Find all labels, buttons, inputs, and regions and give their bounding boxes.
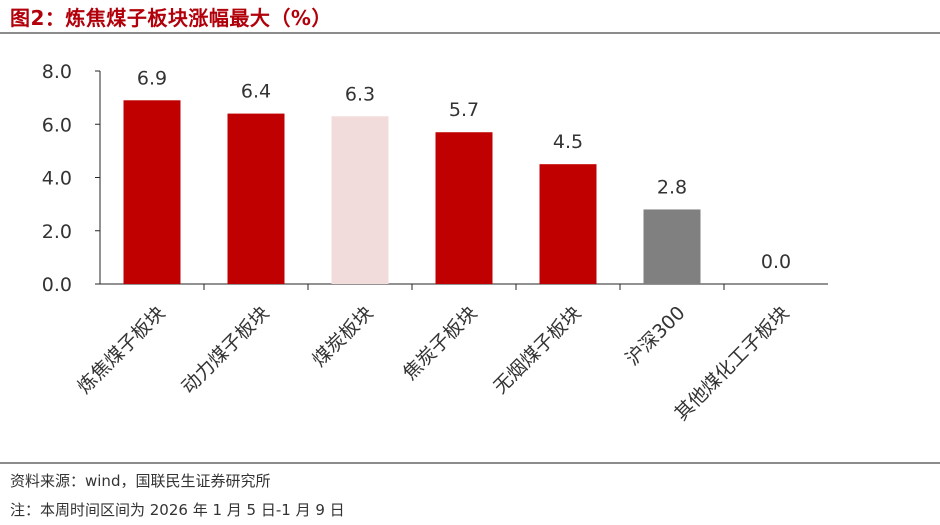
- bar-6: [643, 209, 701, 284]
- data-label: 5.7: [449, 99, 479, 121]
- data-label: 4.5: [553, 131, 583, 153]
- bar-4: [435, 132, 493, 284]
- data-label: 6.9: [137, 67, 167, 89]
- period-note: 注：本周时间区间为 2026 年 1 月 5 日-1 月 9 日: [10, 501, 345, 519]
- x-category-label: 无烟煤子板块: [489, 302, 585, 398]
- bar-chart: 0.0 2.0 4.0 6.0 8.0 6.9 炼焦煤子板块 6.4 动力煤子板块 6.3 煤炭板块…: [42, 61, 828, 425]
- x-category-label: 其他煤化工子板块: [670, 302, 793, 425]
- bottom-divider: [0, 462, 940, 464]
- bar-3: [331, 116, 389, 284]
- y-tick-label: 4.0: [42, 168, 72, 190]
- top-divider: [0, 32, 940, 34]
- data-label: 6.4: [241, 81, 271, 103]
- bar-1: [123, 100, 181, 284]
- data-label: 6.3: [345, 83, 375, 105]
- x-category-label: 沪深300: [621, 302, 689, 370]
- chart-title: 图2：炼焦煤子板块涨幅最大（%）: [10, 6, 332, 30]
- x-category-label: 动力煤子板块: [177, 302, 273, 398]
- y-tick-label: 2.0: [42, 221, 72, 243]
- y-tick-label: 8.0: [42, 61, 72, 83]
- data-label: 2.8: [657, 176, 687, 198]
- data-label: 0.0: [761, 251, 791, 273]
- source-note: 资料来源：wind，国联民生证券研究所: [10, 472, 271, 490]
- x-category-label: 煤炭板块: [308, 302, 377, 371]
- bar-2: [227, 113, 285, 284]
- y-tick-label: 0.0: [42, 274, 72, 296]
- y-tick-label: 6.0: [42, 114, 72, 136]
- bar-5: [539, 164, 597, 284]
- x-category-label: 炼焦煤子板块: [73, 302, 169, 398]
- x-category-label: 焦炭子板块: [399, 302, 482, 385]
